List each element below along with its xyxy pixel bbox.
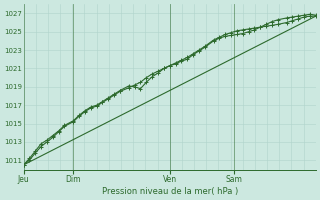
X-axis label: Pression niveau de la mer( hPa ): Pression niveau de la mer( hPa ): [101, 187, 238, 196]
